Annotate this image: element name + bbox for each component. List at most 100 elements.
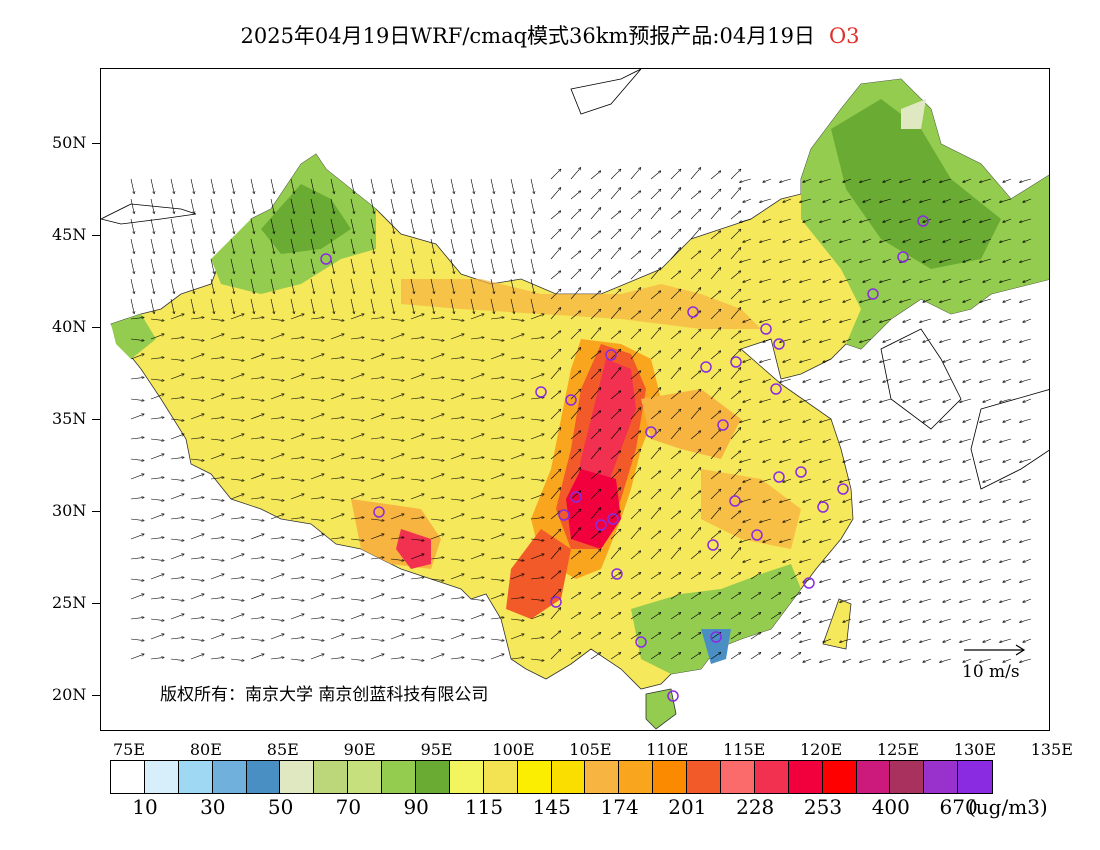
wind-arrow bbox=[803, 538, 812, 542]
wind-arrow bbox=[730, 451, 741, 460]
wind-arrow bbox=[170, 457, 184, 460]
wind-arrow bbox=[1000, 358, 1012, 362]
wind-arrow bbox=[530, 298, 534, 313]
wind-arrow bbox=[983, 598, 992, 602]
wind-arrow bbox=[863, 318, 872, 322]
wind-arrow bbox=[610, 229, 621, 240]
wind-arrow bbox=[860, 378, 872, 382]
wind-arrow bbox=[450, 378, 464, 381]
wind-arrow bbox=[170, 577, 184, 580]
wind-arrow bbox=[470, 278, 474, 293]
wind-arrow bbox=[800, 478, 812, 482]
wind-arrow bbox=[290, 457, 304, 460]
wind-arrow bbox=[410, 517, 424, 520]
wind-arrow bbox=[740, 218, 752, 222]
wind-arrow bbox=[670, 368, 681, 380]
wind-arrow bbox=[250, 638, 264, 641]
wind-arrow bbox=[370, 534, 384, 540]
wind-arrow bbox=[470, 614, 484, 620]
lat-tick bbox=[92, 511, 100, 512]
wind-arrow bbox=[470, 218, 474, 233]
wind-arrow bbox=[230, 178, 234, 193]
wind-arrow bbox=[730, 469, 741, 480]
wind-arrow bbox=[570, 228, 581, 240]
wind-arrow bbox=[730, 368, 741, 380]
wind-arrow bbox=[610, 633, 621, 640]
wind-arrow bbox=[530, 494, 544, 500]
wind-arrow bbox=[550, 548, 561, 560]
wind-arrow bbox=[900, 498, 912, 502]
wind-arrow bbox=[730, 573, 741, 580]
wind-arrow bbox=[470, 358, 484, 361]
wind-arrow bbox=[983, 638, 992, 642]
wind-arrow bbox=[590, 448, 601, 460]
wind-arrow bbox=[983, 438, 992, 442]
wind-arrow bbox=[310, 557, 324, 560]
wind-arrow bbox=[450, 537, 464, 540]
wind-arrow bbox=[230, 658, 244, 661]
wind-arrow bbox=[270, 574, 284, 580]
wind-arrow bbox=[823, 638, 832, 642]
wind-arrow bbox=[510, 597, 524, 600]
wind-arrow bbox=[710, 573, 721, 580]
wind-arrow bbox=[370, 437, 384, 440]
wind-arrow bbox=[530, 598, 544, 601]
wind-arrow bbox=[450, 438, 464, 441]
colorbar-swatch bbox=[856, 761, 891, 793]
colorbar-swatch bbox=[788, 761, 823, 793]
wind-arrow bbox=[900, 378, 912, 382]
wind-arrow bbox=[690, 431, 701, 440]
colorbar-swatch bbox=[416, 761, 450, 793]
city-marker bbox=[897, 251, 909, 263]
wind-arrow bbox=[860, 258, 872, 262]
wind-arrow bbox=[820, 538, 832, 542]
wind-arrow bbox=[740, 378, 752, 382]
wind-arrow bbox=[843, 178, 852, 182]
wind-arrow bbox=[670, 548, 681, 560]
wind-arrow bbox=[570, 408, 581, 420]
city-marker bbox=[707, 539, 719, 551]
wind-arrow bbox=[250, 398, 264, 401]
wind-arrow bbox=[210, 574, 224, 580]
wind-arrow bbox=[490, 654, 504, 660]
wind-arrow bbox=[780, 258, 792, 262]
wind-arrow bbox=[330, 198, 334, 213]
wind-arrow bbox=[820, 578, 832, 582]
wind-arrow bbox=[270, 238, 274, 253]
wind-arrow bbox=[370, 617, 384, 620]
wind-arrow bbox=[763, 178, 772, 182]
wind-arrow bbox=[800, 238, 812, 242]
wind-arrow bbox=[770, 573, 781, 580]
wind-arrow bbox=[710, 531, 721, 540]
wind-arrow bbox=[630, 633, 641, 640]
wind-arrow bbox=[610, 368, 621, 380]
wind-arrow bbox=[250, 534, 264, 540]
wind-arrow bbox=[490, 338, 504, 341]
wind-arrow bbox=[940, 658, 952, 662]
wind-arrow bbox=[1023, 558, 1032, 562]
wind-arrow bbox=[170, 258, 174, 273]
wind-arrow bbox=[510, 298, 514, 313]
wind-arrow bbox=[450, 417, 464, 420]
wind-arrow bbox=[943, 398, 952, 402]
wind-arrow bbox=[150, 634, 164, 640]
wind-arrow bbox=[923, 178, 932, 182]
wind-arrow bbox=[550, 169, 561, 180]
wind-arrow bbox=[963, 298, 972, 302]
wind-arrow bbox=[590, 369, 601, 380]
colorbar-label: 90 bbox=[403, 795, 429, 819]
wind-arrow bbox=[250, 594, 264, 600]
wind-arrow bbox=[670, 409, 681, 420]
wind-arrow bbox=[390, 657, 404, 660]
wind-arrow bbox=[410, 538, 424, 541]
wind-arrow bbox=[710, 489, 721, 500]
wind-arrow bbox=[450, 278, 454, 293]
wind-arrow bbox=[690, 449, 701, 460]
wind-arrow bbox=[330, 438, 344, 441]
city-marker bbox=[795, 466, 807, 478]
wind-arrow bbox=[390, 278, 394, 293]
colorbar-swatch bbox=[111, 761, 145, 793]
wind-arrow bbox=[1000, 638, 1012, 642]
wind-arrow bbox=[670, 511, 681, 520]
wind-arrow bbox=[230, 198, 234, 213]
